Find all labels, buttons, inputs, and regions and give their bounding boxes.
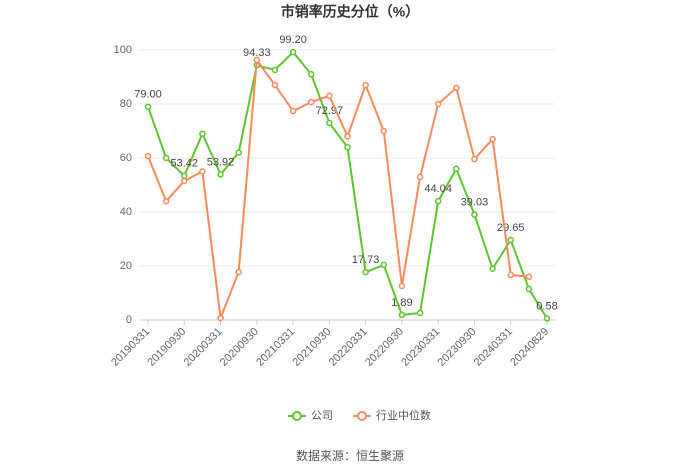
data-point [199, 168, 206, 175]
data-point [217, 171, 224, 178]
legend-label: 行业中位数 [376, 408, 431, 422]
data-label: 79.00 [134, 89, 162, 101]
data-label: 0.58 [536, 300, 557, 312]
x-tick-label: 20240829 [508, 326, 551, 369]
data-point [307, 71, 315, 78]
data-label: 94.33 [243, 47, 271, 59]
data-point [271, 81, 279, 89]
y-tick-label: 0 [126, 314, 132, 326]
data-point [181, 177, 188, 185]
data-point [162, 197, 170, 205]
data-label: 17.73 [352, 254, 380, 266]
data-point [144, 103, 152, 110]
data-label: 53.92 [207, 156, 235, 168]
data-point [507, 271, 514, 279]
data-point [380, 261, 388, 269]
y-tick-label: 20 [120, 260, 132, 272]
data-point [434, 100, 442, 108]
data-label: 39.03 [461, 197, 489, 209]
x-tick-label: 20210331 [254, 326, 297, 369]
data-point [398, 282, 406, 290]
legend-marker [357, 411, 367, 421]
data-point [235, 268, 242, 276]
data-point [525, 285, 533, 293]
data-point [326, 92, 333, 100]
x-tick-label: 20220930 [363, 326, 406, 369]
x-tick-label: 20240331 [472, 326, 515, 369]
x-tick-label: 20230331 [399, 326, 442, 369]
y-tick-label: 60 [120, 152, 132, 164]
data-point [344, 133, 351, 140]
x-tick-label: 20190331 [109, 326, 152, 369]
data-point [507, 236, 514, 244]
legend-marker [292, 411, 302, 421]
x-tick-label: 20220331 [327, 326, 370, 369]
data-point [307, 98, 315, 106]
y-tick-label: 80 [120, 98, 132, 110]
data-point [471, 211, 478, 218]
data-point [344, 143, 351, 151]
data-point [162, 154, 170, 162]
data-label: 72.97 [316, 105, 344, 117]
data-point [289, 48, 297, 56]
data-point [453, 165, 460, 173]
data-point [362, 81, 369, 89]
data-point [253, 56, 261, 64]
x-tick-label: 20200930 [218, 326, 261, 369]
data-point [271, 66, 279, 74]
source: 数据来源：恒生聚源 [296, 448, 404, 463]
data-point [453, 84, 460, 92]
data-label: 29.65 [497, 222, 525, 234]
series-line [147, 57, 529, 319]
data-point [543, 315, 551, 322]
data-point [416, 309, 424, 317]
y-tick-label: 100 [114, 44, 132, 56]
data-point [362, 268, 369, 276]
data-point [326, 119, 333, 127]
data-label: 1.89 [391, 297, 412, 309]
data-point [434, 197, 442, 205]
data-point [235, 149, 242, 156]
data-label: 53.42 [171, 158, 199, 170]
data-point [217, 314, 224, 322]
data-point [144, 152, 152, 160]
series-line [147, 50, 548, 319]
data-point [525, 273, 533, 281]
data-point [199, 130, 206, 137]
data-point [289, 107, 297, 115]
data-point [398, 311, 406, 319]
y-tick-label: 40 [120, 206, 132, 218]
chart-title: 市销率历史分位（%） [281, 4, 419, 20]
x-tick-label: 20210930 [290, 326, 333, 369]
data-label: 99.20 [279, 34, 307, 46]
data-point [416, 173, 424, 181]
x-tick-label: 20200331 [182, 326, 225, 369]
data-point [380, 127, 388, 135]
x-tick-label: 20230930 [436, 326, 479, 369]
x-tick-label: 20190930 [145, 326, 188, 369]
data-point [489, 265, 496, 272]
data-point [489, 135, 496, 143]
data-point [181, 172, 188, 180]
data-point [471, 155, 478, 163]
data-label: 44.04 [424, 183, 452, 195]
legend-label: 公司 [311, 410, 333, 422]
